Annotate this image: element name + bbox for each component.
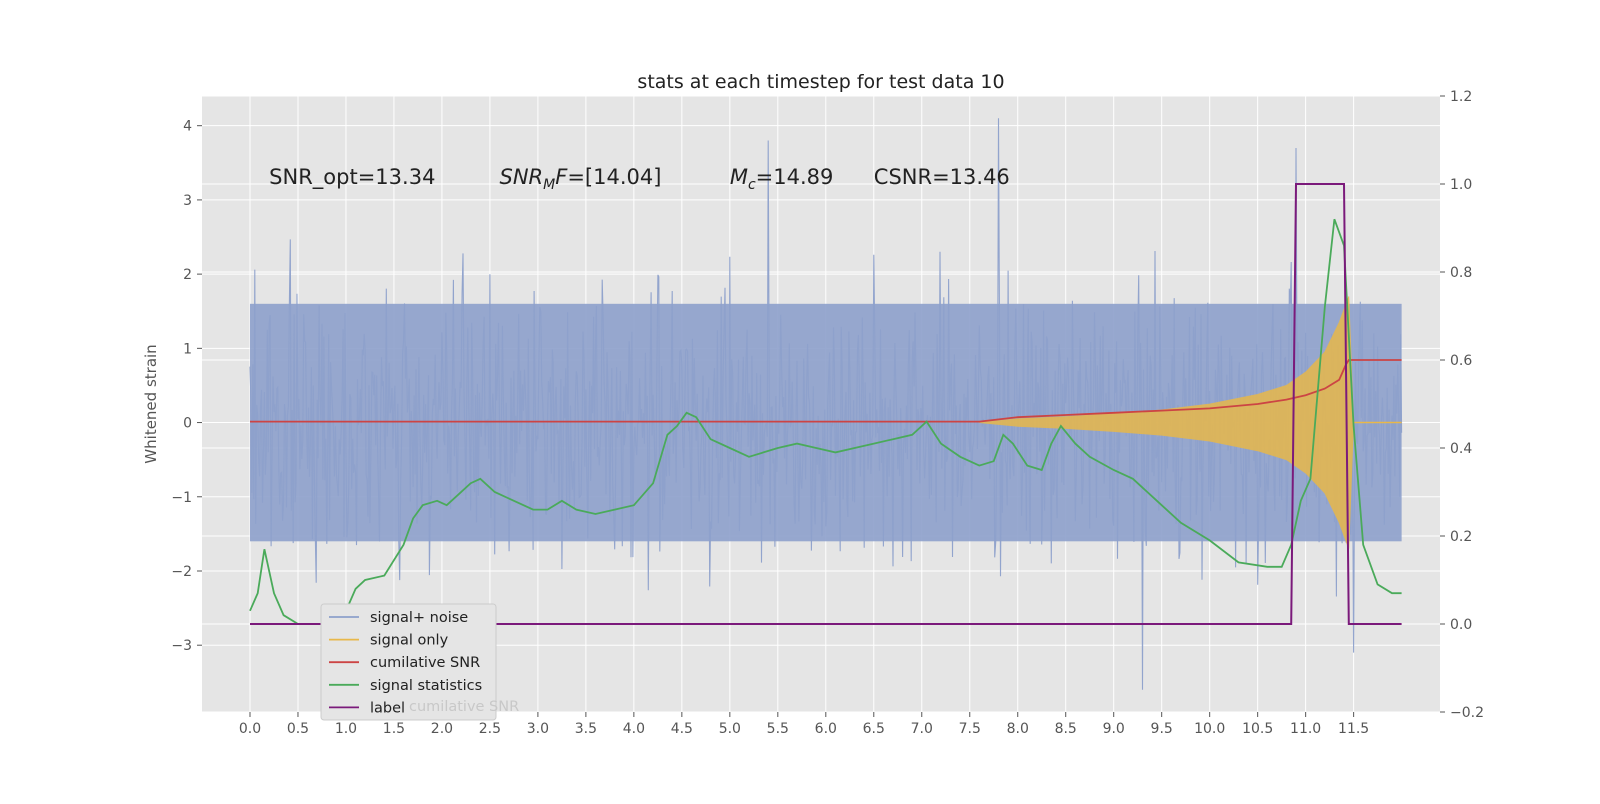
x-tick-label: 9.5: [1151, 721, 1173, 737]
y-left-tick-label: 1: [183, 341, 192, 357]
y-right-tick-label: 0.6: [1450, 353, 1472, 369]
annotations: SNR_opt=13.34 SNRMF=[14.04] Mc=14.89 CSNR=1…: [269, 165, 1010, 193]
y-left-tick-label: −3: [171, 638, 192, 654]
y-axis-right: −0.2 0.0 0.2 0.4 0.6 0.8 1.0 1.2: [1440, 89, 1484, 721]
x-tick-label: 5.0: [719, 721, 741, 737]
x-tick-label: 7.0: [911, 721, 933, 737]
x-tick-label: 7.5: [959, 721, 981, 737]
x-tick-label: 11.0: [1290, 721, 1321, 737]
x-tick-label: 3.0: [527, 721, 549, 737]
x-tick-label: 6.0: [815, 721, 837, 737]
x-tick-label: 3.5: [575, 721, 597, 737]
y-right-tick-label: 0.8: [1450, 265, 1472, 281]
annotation-3: CSNR=13.46: [874, 165, 1010, 189]
legend-label-1: signal only: [370, 633, 449, 649]
x-tick-label: 6.5: [863, 721, 885, 737]
signal-noise-line: [249, 118, 1403, 690]
legend: cumilative SNR signal+ noise signal only cu…: [320, 603, 519, 721]
chart-title: stats at each timestep for test data 10: [637, 71, 1004, 93]
series-lines: [249, 183, 1402, 625]
y-right-tick-label: 1.0: [1450, 177, 1472, 193]
y-left-tick-label: 2: [183, 267, 192, 283]
x-tick-label: 0.0: [239, 721, 261, 737]
x-tick-label: 8.0: [1007, 721, 1029, 737]
legend-label-3: signal statistics: [370, 678, 482, 694]
x-tick-label: 4.5: [671, 721, 693, 737]
y-axis-label: Whitened strain: [142, 344, 160, 463]
x-tick-label: 1.0: [335, 721, 357, 737]
x-tick-label: 2.5: [479, 721, 501, 737]
x-tick-label: 2.0: [431, 721, 453, 737]
y-right-tick-label: 0.2: [1450, 529, 1472, 545]
x-tick-label: 9.0: [1103, 721, 1125, 737]
legend-label-4: label: [370, 700, 405, 716]
x-axis: 0.0 0.5 1.0 1.5 2.0 2.5 3.0 3.5 4.0 4.5 5.0 5.5 6.0 6…: [239, 712, 1369, 737]
y-right-tick-label: 0.4: [1450, 441, 1472, 457]
legend-label-0: signal+ noise: [370, 610, 468, 626]
x-tick-label: 1.5: [383, 721, 405, 737]
annotation-1: SNRMF=[14.04]: [500, 165, 662, 193]
series-line-3: [249, 218, 1402, 625]
x-tick-label: 4.0: [623, 721, 645, 737]
y-left-tick-label: −1: [171, 490, 192, 506]
x-tick-label: 8.5: [1055, 721, 1077, 737]
annotation-2: Mc=14.89: [730, 165, 834, 193]
y-left-tick-label: 4: [183, 119, 192, 135]
y-left-tick-label: −2: [171, 564, 192, 580]
x-tick-label: 10.0: [1194, 721, 1225, 737]
y-right-tick-label: −0.2: [1450, 705, 1484, 721]
x-tick-label: 10.5: [1242, 721, 1273, 737]
y-right-tick-label: 1.2: [1450, 89, 1472, 105]
legend-label-2: cumilative SNR: [370, 655, 480, 671]
legend-overlap-text: cumilative SNR: [409, 699, 519, 715]
series-line-2: [250, 359, 1402, 423]
y-left-tick-label: 3: [183, 193, 192, 209]
legend-box: [320, 603, 497, 721]
x-tick-label: 0.5: [287, 721, 309, 737]
x-tick-label: 5.5: [767, 721, 789, 737]
annotation-0: SNR_opt=13.34: [269, 165, 435, 190]
x-tick-label: 11.5: [1338, 721, 1369, 737]
series-line-4: [250, 183, 1402, 625]
y-axis-left: −3 −2 −1 0 1 2 3 4: [171, 119, 202, 654]
y-right-tick-label: 0.0: [1450, 617, 1472, 633]
y-left-tick-label: 0: [183, 416, 192, 432]
